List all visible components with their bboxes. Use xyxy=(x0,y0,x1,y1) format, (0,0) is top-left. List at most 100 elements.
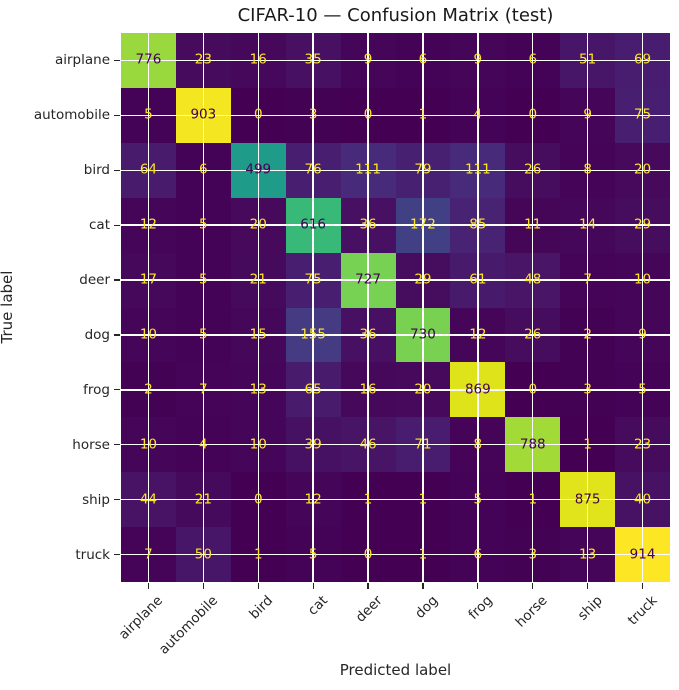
gridline-horizontal xyxy=(121,498,670,501)
cell-value: 75 xyxy=(633,106,652,123)
cell-value: 2 xyxy=(144,381,153,398)
cell-value: 0 xyxy=(253,106,263,123)
cell-value: 0 xyxy=(528,106,538,123)
cell-value: 13 xyxy=(579,545,597,562)
x-tick-label: deer xyxy=(352,592,386,626)
x-axis-label: Predicted label xyxy=(339,661,452,679)
gridline-vertical xyxy=(202,33,205,582)
cell-value: 50 xyxy=(194,545,212,562)
cell-value: 5 xyxy=(199,271,208,288)
cell-value: 914 xyxy=(629,545,656,562)
cell-value: 903 xyxy=(190,106,217,123)
cell-value: 5 xyxy=(199,216,208,233)
x-tick-label: airplane xyxy=(116,592,167,643)
cell-value: 16 xyxy=(359,381,377,398)
gridline-horizontal xyxy=(121,444,670,446)
cell-value: 3 xyxy=(528,545,538,562)
cell-value: 6 xyxy=(418,51,428,68)
gridline-horizontal xyxy=(121,334,670,336)
y-tick-label: ship xyxy=(82,491,110,508)
gridline-vertical xyxy=(257,33,259,582)
y-tick-mark xyxy=(114,224,120,226)
cell-value: 616 xyxy=(300,216,327,233)
cell-value: 35 xyxy=(304,51,322,68)
cell-value: 23 xyxy=(194,51,212,68)
x-tick-mark xyxy=(477,583,479,589)
x-tick-label: automobile xyxy=(156,592,222,658)
cell-value: 0 xyxy=(363,106,373,123)
x-tick-label: bird xyxy=(246,592,277,623)
cell-value: 10 xyxy=(633,271,652,288)
y-tick-mark xyxy=(114,59,120,62)
x-tick-mark xyxy=(532,583,534,589)
cell-value: 6 xyxy=(473,545,483,562)
cell-value: 3 xyxy=(308,106,318,123)
cell-value: 1 xyxy=(583,436,592,452)
cell-value: 44 xyxy=(139,490,158,507)
cell-value: 1 xyxy=(418,490,428,507)
cell-value: 21 xyxy=(249,271,267,288)
cell-value: 7 xyxy=(199,381,208,398)
gridline-vertical xyxy=(586,33,589,582)
cell-value: 9 xyxy=(638,326,647,343)
cell-value: 7 xyxy=(583,271,592,288)
cell-value: 111 xyxy=(464,161,491,178)
cell-value: 14 xyxy=(579,216,597,233)
cell-value: 10 xyxy=(139,326,158,343)
y-tick-mark xyxy=(114,499,120,501)
cell-value: 64 xyxy=(139,161,158,178)
cell-value: 11 xyxy=(524,216,542,233)
x-tick-label: frog xyxy=(465,592,496,623)
y-tick-mark xyxy=(114,279,120,281)
cell-value: 1 xyxy=(253,545,263,562)
gridline-horizontal xyxy=(121,553,670,556)
y-tick-label: truck xyxy=(75,546,110,563)
y-tick-label: airplane xyxy=(54,52,110,69)
gridline-vertical xyxy=(477,33,479,582)
cell-value: 65 xyxy=(304,381,322,398)
cell-value: 869 xyxy=(464,381,491,398)
cell-value: 13 xyxy=(249,381,267,398)
cell-value: 5 xyxy=(638,381,647,398)
cell-value: 6 xyxy=(528,51,538,68)
y-tick-label: automobile xyxy=(33,107,110,124)
cell-value: 788 xyxy=(519,436,546,452)
y-tick-mark xyxy=(114,169,120,171)
cell-value: 26 xyxy=(524,326,542,343)
y-tick-mark xyxy=(114,444,120,446)
cell-value: 2 xyxy=(583,326,592,343)
cell-value: 10 xyxy=(139,436,158,452)
x-tick-label: truck xyxy=(624,592,661,629)
cell-value: 23 xyxy=(633,436,652,452)
cell-value: 4 xyxy=(199,436,208,452)
gridline-vertical xyxy=(641,33,644,582)
cell-value: 46 xyxy=(359,436,377,452)
x-tick-mark xyxy=(422,583,424,589)
cell-value: 9 xyxy=(363,51,373,68)
gridline-vertical xyxy=(312,33,314,582)
x-tick-mark xyxy=(257,583,259,589)
cell-value: 69 xyxy=(633,51,652,68)
cell-value: 16 xyxy=(249,51,267,68)
cell-value: 5 xyxy=(308,545,318,562)
cell-value: 776 xyxy=(135,51,162,68)
cell-value: 21 xyxy=(194,490,212,507)
cell-value: 172 xyxy=(410,216,436,233)
cell-value: 6 xyxy=(199,161,208,178)
cell-value: 48 xyxy=(524,271,542,288)
gridline-vertical xyxy=(422,33,424,582)
cell-value: 0 xyxy=(363,545,373,562)
cell-value: 10 xyxy=(249,436,267,452)
cell-value: 75 xyxy=(304,271,322,288)
y-tick-label: deer xyxy=(79,272,110,289)
x-tick-label: horse xyxy=(512,592,551,631)
cell-value: 0 xyxy=(253,490,263,507)
cell-value: 12 xyxy=(304,490,322,507)
cell-value: 20 xyxy=(633,161,652,178)
cell-value: 4 xyxy=(473,106,483,123)
y-tick-label: dog xyxy=(84,326,110,343)
cell-value: 12 xyxy=(469,326,487,343)
y-tick-label: frog xyxy=(83,381,110,398)
cell-value: 20 xyxy=(414,381,432,398)
